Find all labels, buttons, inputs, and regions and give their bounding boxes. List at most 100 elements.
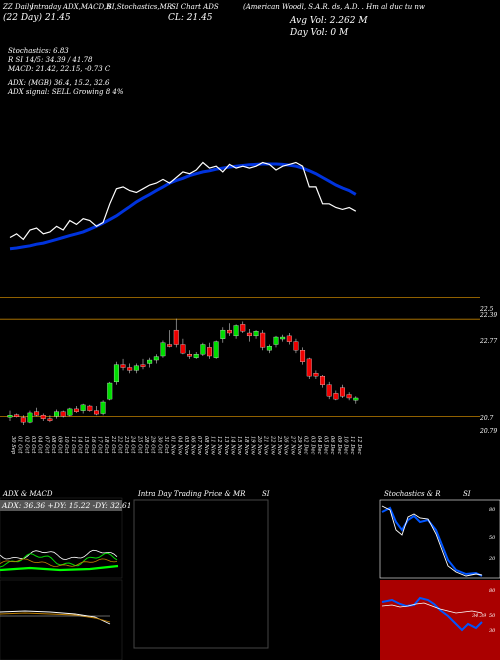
- date-axis: 30 Sep 01 Oct 02 Oct 03 Oct 04 Oct 07 Oct 08 O…: [10, 435, 362, 455]
- date-label: 29 Nov: [296, 435, 302, 455]
- moving-average-line: [9, 162, 357, 251]
- candle-body: [7, 415, 13, 418]
- candle-body: [220, 329, 226, 339]
- candle-body: [207, 347, 212, 357]
- stoch-si: SI: [463, 490, 471, 498]
- date-label: 06 Nov: [190, 436, 196, 455]
- candle-body: [120, 364, 126, 368]
- candle-body: [67, 408, 73, 416]
- price-label: 20.7: [480, 415, 494, 422]
- adx-trend: [0, 564, 119, 572]
- date-label: 10 Oct: [63, 436, 69, 454]
- intraday-panel: [133, 499, 269, 649]
- candle-body: [340, 387, 345, 397]
- candle-body: [286, 335, 292, 342]
- candle-body: [260, 332, 266, 348]
- candle-body: [233, 325, 239, 337]
- date-label: 25 Nov: [276, 435, 282, 455]
- date-label: 01 Nov: [170, 436, 176, 455]
- candle-body: [140, 364, 146, 367]
- rsi-lines: [381, 596, 483, 632]
- candle-body: [60, 411, 66, 417]
- candle-body: [187, 354, 192, 357]
- adx-values: ADX: 36.36 +DY: 15.22 -DY: 32.61: [2, 501, 132, 510]
- adx-line: [0, 552, 118, 568]
- date-label: 30 Sep: [10, 436, 16, 455]
- rsi-ma-line: [381, 602, 483, 614]
- candle-body: [293, 341, 299, 351]
- close-line: CL: 21.45: [168, 13, 213, 23]
- candle-body: [280, 336, 286, 340]
- date-label: 14 Nov: [230, 436, 236, 455]
- date-label: 10 Dec: [343, 436, 349, 454]
- rsi-tick: 50: [489, 613, 496, 619]
- date-label: 12 Dec: [356, 436, 362, 454]
- date-label: 15 Nov: [236, 436, 242, 455]
- date-label: 08 Nov: [203, 436, 209, 455]
- adx-panel-title: ADX & MACD: [3, 490, 53, 498]
- date-label: 30 Oct: [156, 436, 162, 454]
- candle-body: [300, 350, 306, 362]
- candle-body: [133, 365, 139, 371]
- header-item: ADX,MACD,B: [63, 3, 112, 11]
- candle-body: [226, 329, 232, 334]
- date-label: 14 Oct: [77, 436, 83, 454]
- date-label: 11 Oct: [70, 436, 76, 454]
- date-label: 17 Oct: [97, 436, 103, 454]
- candle-body: [54, 411, 59, 417]
- stoch-tick: 80: [489, 507, 496, 513]
- candle-body: [47, 418, 53, 421]
- candlestick-series: [7, 318, 359, 425]
- date-label: 19 Nov: [249, 436, 255, 455]
- rsi-panel: [380, 580, 500, 660]
- candle-body: [333, 393, 339, 400]
- date-label: 27 Nov: [289, 435, 295, 455]
- candle-body: [167, 344, 173, 347]
- rsi-line: [381, 596, 483, 632]
- date-label: 05 Dec: [323, 436, 329, 454]
- candle-body: [273, 336, 279, 345]
- date-label: 04 Nov: [176, 436, 182, 455]
- candle-body: [320, 375, 325, 385]
- candle-body: [74, 408, 79, 412]
- date-label: 24 Oct: [130, 435, 136, 454]
- candle-body: [127, 367, 133, 371]
- avg-vol: Avg Vol: 2.262 M: [290, 16, 368, 26]
- candle-body: [240, 324, 246, 332]
- candle-body: [27, 412, 33, 423]
- date-label: 12 Nov: [216, 436, 222, 455]
- date-label: 03 Dec: [309, 436, 315, 454]
- candle-body: [180, 344, 186, 354]
- date-label: 11 Dec: [349, 436, 355, 454]
- candle-body: [113, 364, 119, 383]
- stoch-k-line: [381, 506, 483, 577]
- date-label: 23 Oct: [123, 435, 129, 454]
- candle-body: [326, 384, 332, 397]
- header-item: Intraday: [31, 3, 62, 11]
- candle-body: [153, 356, 159, 361]
- macd-lines: [0, 610, 111, 625]
- candle-body: [40, 415, 46, 419]
- candle-body: [193, 354, 199, 358]
- date-label: 02 Oct: [23, 436, 29, 454]
- adx-signal-text: ADX signal: SELL Growing 8 4%: [8, 88, 124, 96]
- date-label: 18 Nov: [243, 436, 249, 455]
- stoch-d-line: [381, 505, 483, 577]
- date-label: 25 Oct: [136, 435, 142, 454]
- adx-values-bg: [0, 500, 122, 511]
- candle-body: [353, 397, 359, 401]
- price-label: 22.39: [480, 312, 498, 319]
- candle-body: [34, 411, 40, 416]
- date-label: 21 Oct: [110, 435, 116, 454]
- date-label: 26 Nov: [283, 435, 289, 455]
- candle-body: [313, 373, 319, 377]
- adx-lines: [0, 549, 119, 572]
- date-label: 08 Oct: [50, 436, 56, 454]
- minus-di-line: [0, 558, 118, 567]
- price-line: [9, 161, 357, 241]
- date-label: 31 Oct: [163, 436, 169, 454]
- candle-body: [266, 346, 272, 351]
- date-label: 04 Oct: [37, 436, 43, 454]
- date-line: (22 Day) 21.45: [3, 13, 71, 23]
- date-label: 04 Dec: [316, 436, 322, 454]
